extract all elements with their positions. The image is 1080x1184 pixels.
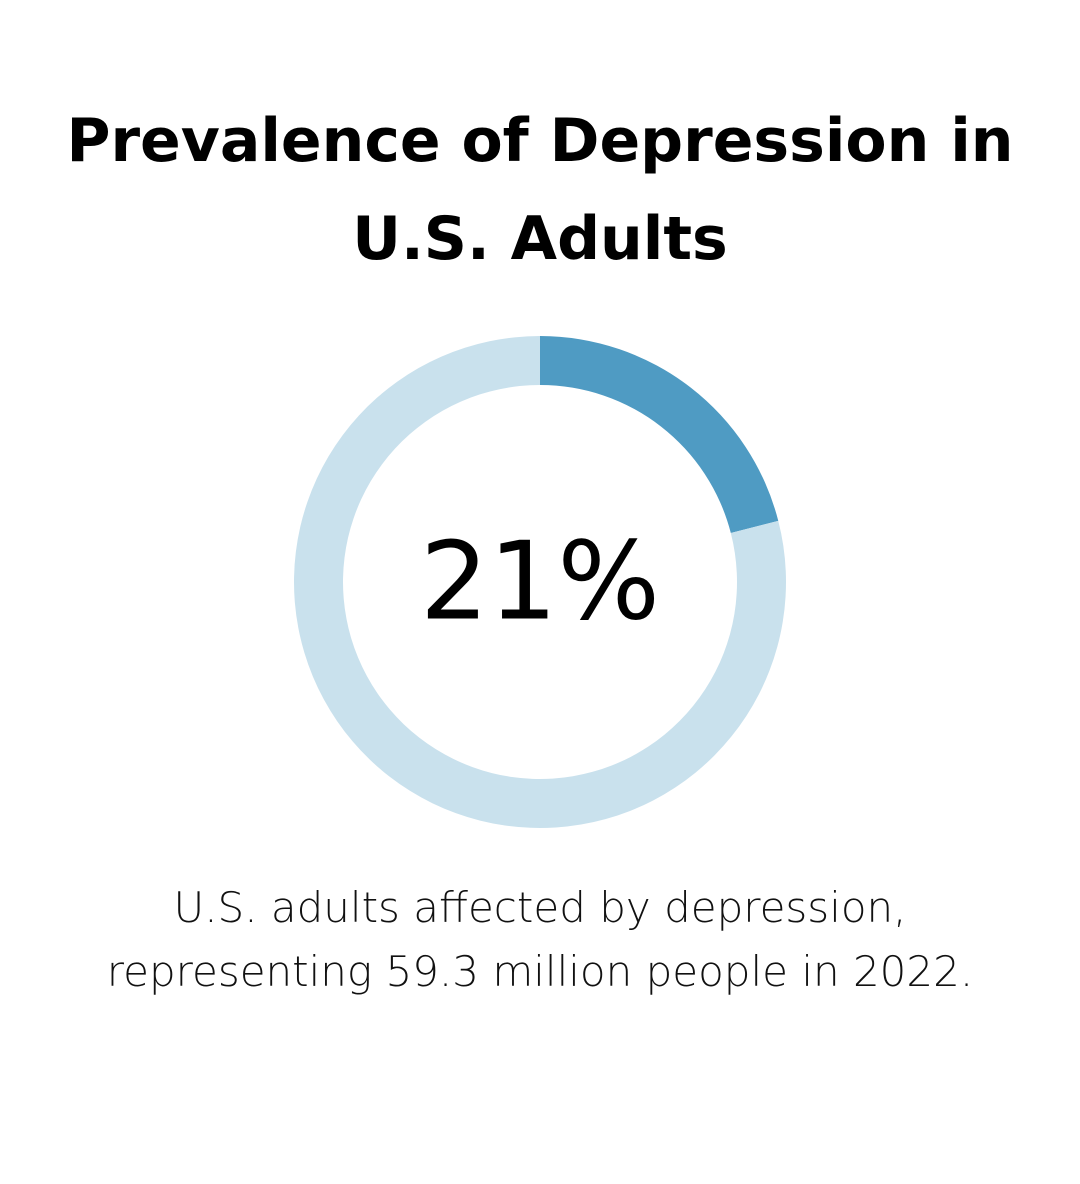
chart-caption: U.S. adults affected by depression, repr…: [0, 876, 1080, 1004]
donut-center-value: 21%: [420, 520, 660, 645]
chart-title-line-2: U.S. Adults: [352, 204, 728, 274]
donut-chart-svg: 21%: [294, 336, 786, 828]
caption-line-1: U.S. adults affected by depression,: [173, 883, 907, 932]
chart-title: Prevalence of Depression in U.S. Adults: [0, 92, 1080, 288]
chart-title-line-1: Prevalence of Depression in: [66, 106, 1014, 176]
donut-chart: 21%: [290, 332, 790, 832]
caption-line-2: representing 59.3 million people in 2022…: [106, 947, 974, 996]
donut-slice-affected: [540, 336, 779, 534]
